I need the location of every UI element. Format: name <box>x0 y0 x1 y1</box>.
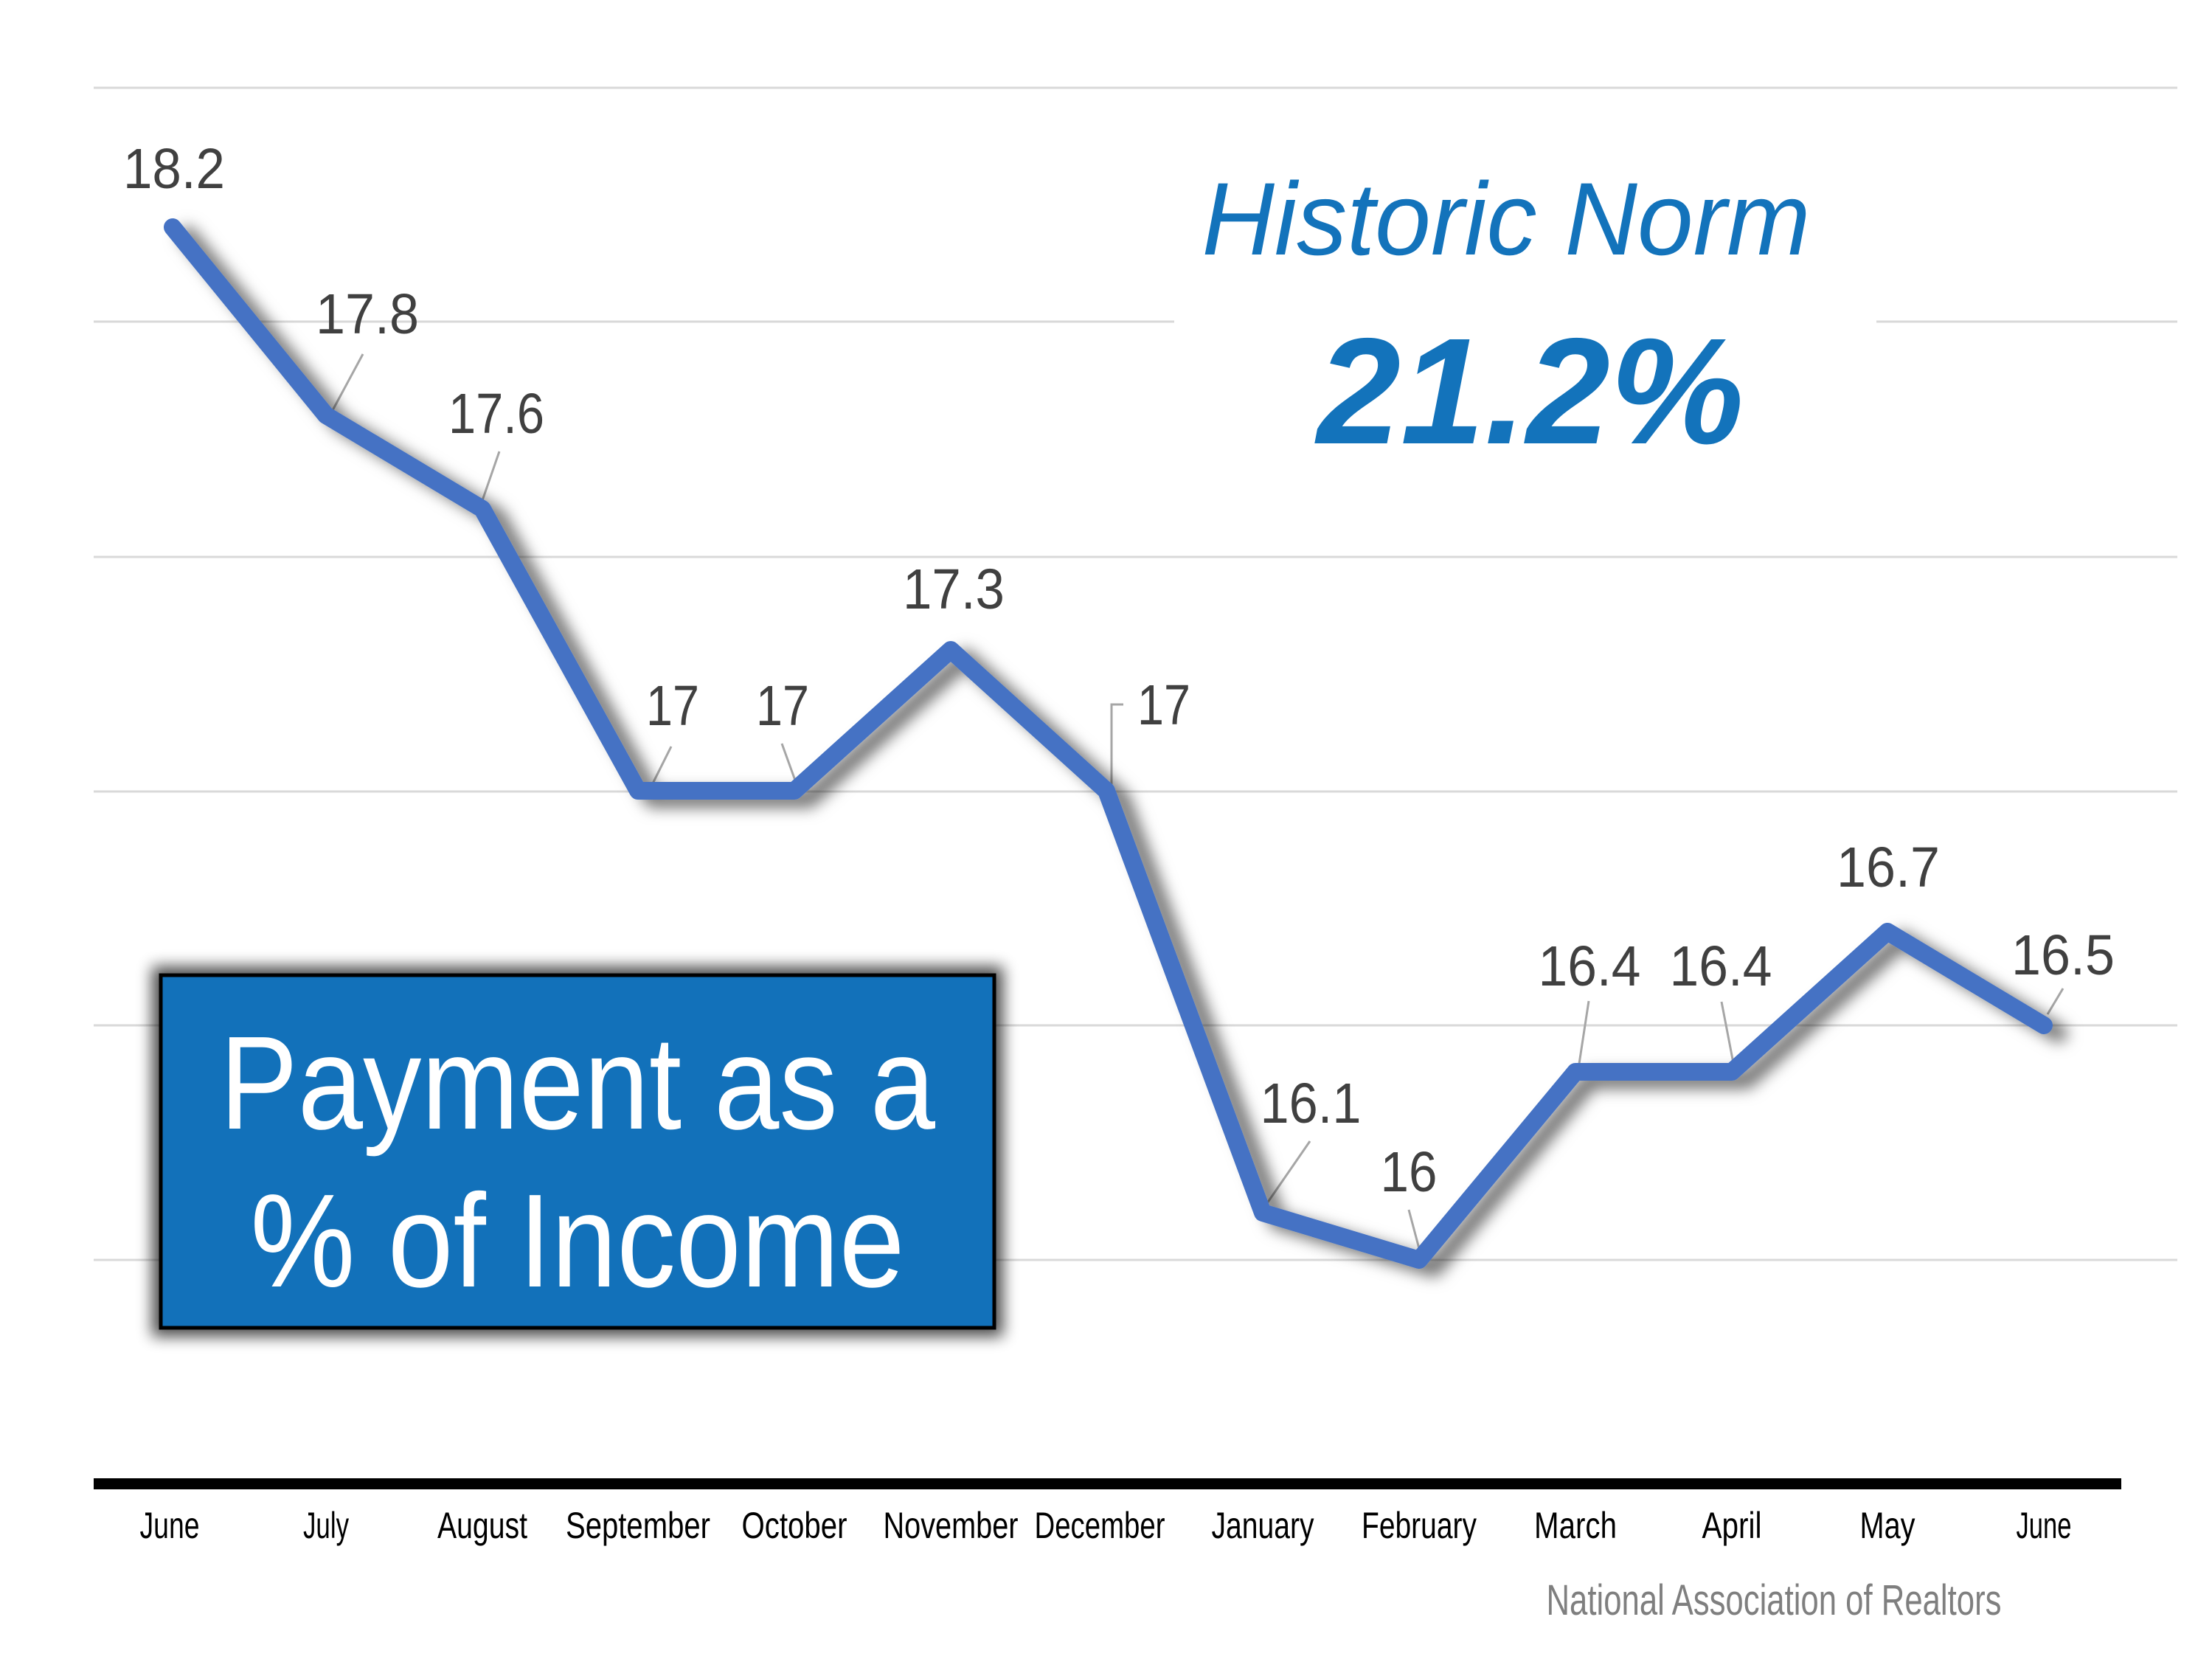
svg-text:% of Income: % of Income <box>251 1167 905 1315</box>
svg-text:December: December <box>1035 1505 1165 1546</box>
svg-text:March: March <box>1534 1505 1617 1546</box>
svg-text:16.4: 16.4 <box>1670 935 1772 998</box>
svg-text:16.1: 16.1 <box>1261 1072 1362 1135</box>
svg-text:17.8: 17.8 <box>316 283 419 346</box>
svg-text:April: April <box>1702 1505 1762 1546</box>
svg-text:17: 17 <box>646 674 699 738</box>
svg-text:September: September <box>566 1505 710 1546</box>
svg-text:17.6: 17.6 <box>448 382 544 446</box>
svg-text:17.3: 17.3 <box>903 558 1005 621</box>
svg-text:November: November <box>884 1505 1019 1546</box>
svg-text:January: January <box>1212 1505 1314 1546</box>
svg-text:August: August <box>437 1505 527 1546</box>
svg-text:May: May <box>1860 1505 1915 1546</box>
svg-text:16.5: 16.5 <box>2011 924 2115 987</box>
svg-text:17: 17 <box>1137 673 1190 737</box>
svg-text:June: June <box>2017 1505 2072 1546</box>
svg-text:June: June <box>140 1505 200 1546</box>
svg-text:Payment as a: Payment as a <box>220 1009 936 1157</box>
svg-text:17: 17 <box>756 674 809 738</box>
svg-text:July: July <box>303 1505 349 1546</box>
svg-text:16: 16 <box>1381 1140 1438 1204</box>
svg-text:National Association of Realto: National Association of Realtors <box>1547 1576 2002 1624</box>
svg-text:21.2%: 21.2% <box>1314 307 1744 476</box>
svg-text:16.7: 16.7 <box>1837 836 1940 899</box>
svg-text:16.4: 16.4 <box>1539 935 1641 998</box>
svg-text:18.2: 18.2 <box>123 137 225 201</box>
svg-text:October: October <box>742 1505 847 1546</box>
svg-text:February: February <box>1362 1505 1477 1546</box>
svg-text:Historic Norm: Historic Norm <box>1202 161 1811 277</box>
